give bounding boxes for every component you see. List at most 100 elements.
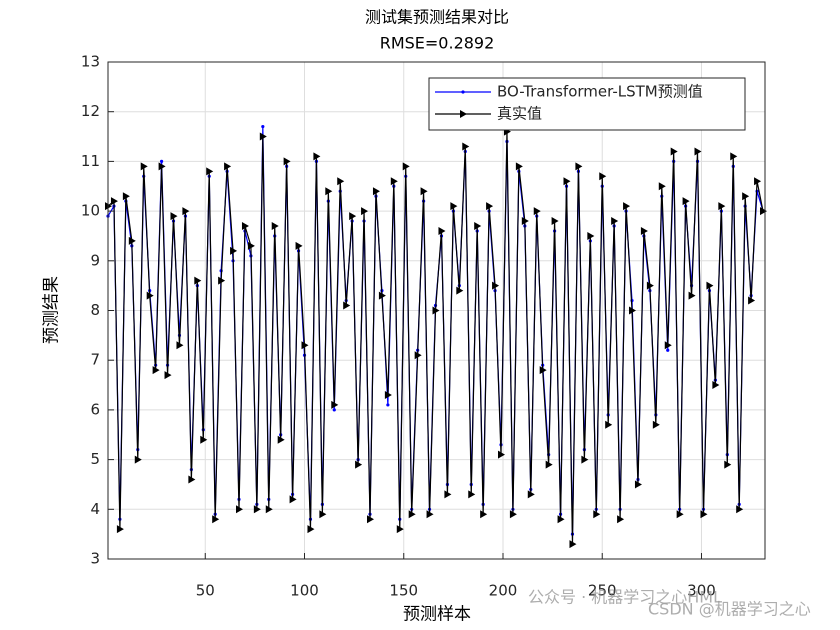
data-point [539, 366, 547, 375]
y-tick-label: 6 [90, 400, 100, 418]
data-point [355, 460, 363, 469]
data-point [241, 222, 249, 231]
data-point [325, 187, 333, 196]
data-point [194, 276, 202, 285]
y-tick-label: 3 [90, 550, 100, 568]
data-point [432, 306, 440, 315]
data-point [527, 490, 535, 499]
data-point [468, 490, 476, 499]
data-point [646, 281, 654, 290]
data-point [640, 226, 648, 235]
data-point [295, 241, 303, 250]
legend-box [428, 77, 746, 131]
y-tick-label: 13 [81, 53, 100, 71]
data-point [116, 525, 124, 534]
data-point [230, 246, 238, 255]
data-point [307, 525, 315, 534]
chart-subtitle: RMSE=0.2892 [380, 34, 495, 53]
data-point [634, 480, 642, 489]
plot-area [105, 125, 768, 549]
axes-box [107, 61, 766, 560]
data-point [212, 515, 220, 524]
x-tick-label: 50 [196, 582, 215, 600]
data-point [730, 152, 738, 161]
data-point [605, 420, 613, 429]
data-point [271, 222, 279, 231]
y-tick-label: 8 [90, 301, 100, 319]
data-point [420, 187, 428, 196]
data-point [386, 403, 390, 407]
data-point [617, 515, 625, 524]
data-point [664, 341, 672, 350]
data-point [176, 341, 184, 350]
data-point [110, 197, 118, 206]
data-point [390, 177, 398, 186]
data-point [682, 197, 690, 206]
data-point [629, 306, 637, 315]
data-point [563, 177, 571, 186]
data-point [599, 172, 607, 181]
data-point [261, 125, 265, 129]
watermark: CSDN @机器学习之心 [648, 600, 811, 619]
data-point [456, 286, 464, 295]
data-point [128, 236, 136, 245]
data-point [515, 162, 523, 171]
data-point [587, 231, 595, 240]
data-point [289, 495, 297, 504]
data-point [498, 450, 506, 459]
data-point [462, 142, 470, 151]
data-point [146, 291, 154, 300]
data-point [182, 207, 190, 216]
data-point [551, 217, 559, 226]
data-point [332, 408, 336, 412]
data-point [337, 177, 345, 186]
data-point [426, 510, 434, 519]
data-point [367, 515, 375, 524]
data-point [509, 510, 517, 519]
data-point [343, 301, 351, 310]
data-point [408, 510, 416, 519]
data-point [378, 291, 386, 300]
y-tick-label: 9 [90, 251, 100, 269]
data-point [754, 177, 762, 186]
data-point [140, 162, 148, 171]
axes: 3 4 5 6 7 8 9 10 11 12 13 50 100 150 200 250 300 [81, 53, 766, 600]
data-point [402, 162, 410, 171]
data-point [438, 226, 446, 235]
data-point [349, 212, 357, 221]
legend-marker [461, 90, 465, 94]
data-point [283, 157, 291, 166]
data-point [152, 366, 160, 375]
chart-title: 测试集预测结果对比 [365, 8, 509, 27]
data-point [200, 435, 208, 444]
legend-label: 真实值 [497, 105, 542, 123]
x-axis-label: 预测样本 [403, 605, 471, 625]
data-point [676, 510, 684, 519]
y-tick-label: 10 [81, 202, 100, 220]
data-point [575, 162, 583, 171]
data-point [623, 202, 631, 211]
data-point [372, 187, 380, 196]
y-tick-label: 7 [90, 351, 100, 369]
x-tick-label: 300 [687, 582, 716, 600]
data-point [164, 371, 172, 380]
data-point [259, 132, 267, 141]
data-point [474, 222, 482, 231]
data-point [688, 291, 696, 300]
data-point [593, 510, 601, 519]
data-point [444, 490, 452, 499]
data-point [188, 475, 196, 484]
data-point [486, 202, 494, 211]
data-point [706, 281, 714, 290]
watermark: 公众号 · 机器学习之心HML [528, 588, 722, 607]
data-point [569, 540, 577, 549]
data-point [545, 460, 553, 469]
data-point [557, 515, 565, 524]
y-tick-label: 11 [81, 152, 100, 170]
data-point [718, 202, 726, 211]
data-point [666, 348, 670, 352]
data-point [313, 152, 321, 161]
data-point [414, 351, 422, 360]
data-point [206, 167, 214, 176]
